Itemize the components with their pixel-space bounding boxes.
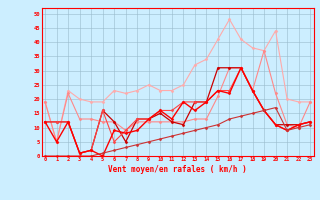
X-axis label: Vent moyen/en rafales ( km/h ): Vent moyen/en rafales ( km/h ) xyxy=(108,165,247,174)
